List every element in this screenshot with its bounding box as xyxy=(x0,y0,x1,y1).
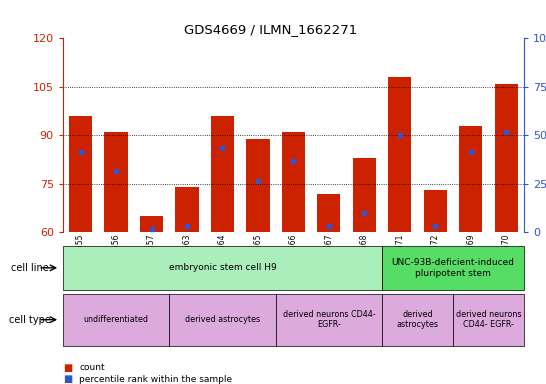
Bar xyxy=(282,132,305,232)
Bar xyxy=(388,77,412,232)
Text: derived neurons CD44-
EGFR-: derived neurons CD44- EGFR- xyxy=(283,310,375,329)
Text: cell type: cell type xyxy=(9,314,51,325)
Bar xyxy=(353,158,376,232)
Bar xyxy=(424,190,447,232)
Title: GDS4669 / ILMN_1662271: GDS4669 / ILMN_1662271 xyxy=(184,23,357,36)
Bar xyxy=(104,132,128,232)
Text: UNC-93B-deficient-induced
pluripotent stem: UNC-93B-deficient-induced pluripotent st… xyxy=(391,258,515,278)
Text: ■: ■ xyxy=(63,374,72,384)
Bar xyxy=(246,139,270,232)
Text: percentile rank within the sample: percentile rank within the sample xyxy=(79,374,232,384)
Text: embryonic stem cell H9: embryonic stem cell H9 xyxy=(169,263,276,272)
Bar xyxy=(317,194,341,232)
Bar xyxy=(140,216,163,232)
Text: derived neurons
CD44- EGFR-: derived neurons CD44- EGFR- xyxy=(456,310,521,329)
Text: cell line: cell line xyxy=(11,263,49,273)
Bar xyxy=(211,116,234,232)
Bar xyxy=(175,187,199,232)
Text: count: count xyxy=(79,363,105,372)
Bar xyxy=(459,126,483,232)
Bar xyxy=(69,116,92,232)
Text: undifferentiated: undifferentiated xyxy=(84,315,149,324)
Text: derived astrocytes: derived astrocytes xyxy=(185,315,260,324)
Bar xyxy=(495,84,518,232)
Text: derived
astrocytes: derived astrocytes xyxy=(397,310,438,329)
Text: ■: ■ xyxy=(63,363,72,373)
